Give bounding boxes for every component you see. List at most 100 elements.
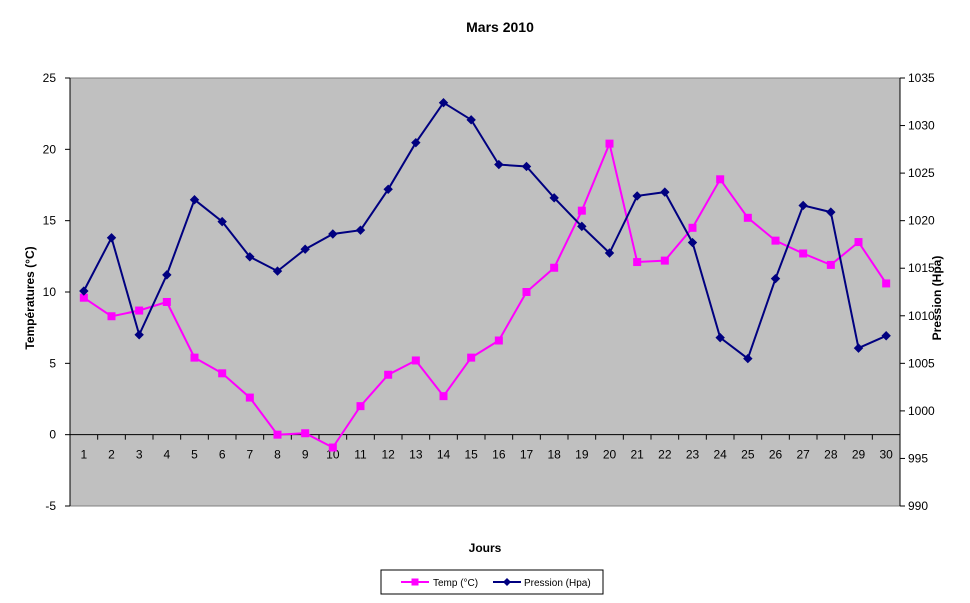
right-y-axis: 990 995 1000 1005 1010 1015 1020 1025 1030 1035 (899, 71, 935, 513)
x-tick-label: 23 (686, 448, 700, 462)
x-tick-label: 18 (547, 448, 561, 462)
temp-point (218, 369, 227, 378)
right-tick-label: 1010 (908, 309, 935, 323)
x-tick-label: 19 (575, 448, 589, 462)
x-tick-label: 4 (163, 448, 170, 462)
temp-point (494, 336, 503, 345)
x-tick-label: 30 (879, 448, 893, 462)
left-y-axis: -5 0 5 10 15 20 25 (43, 71, 71, 513)
pression-point (853, 343, 864, 353)
pression-point (189, 195, 200, 205)
pression-point (328, 229, 338, 239)
pression-point (881, 331, 891, 341)
series-line-pression (82, 101, 887, 361)
legend-marker-pression (503, 578, 511, 586)
x-tick-label: 29 (852, 448, 866, 462)
right-tick-label: 1015 (908, 261, 935, 275)
pression-point (217, 216, 227, 227)
left-tick-label: 0 (49, 428, 56, 442)
right-tick-label: 1030 (908, 119, 935, 133)
temp-point (854, 238, 863, 247)
temp-point (771, 236, 780, 245)
temp-point (882, 279, 891, 288)
pression-point (466, 115, 476, 125)
x-tick-label: 17 (520, 448, 534, 462)
pression-point (577, 221, 587, 232)
left-tick-label: 20 (43, 142, 57, 156)
x-tick-label: 21 (630, 448, 644, 462)
temp-point (135, 306, 144, 315)
x-tick-label: 2 (108, 448, 115, 462)
pression-point (660, 187, 670, 197)
x-tick-label: 15 (464, 448, 478, 462)
pression-point (411, 137, 421, 148)
temp-point (107, 312, 116, 321)
pression-point (604, 248, 615, 258)
temp-point (577, 206, 586, 215)
pression-point (245, 252, 255, 262)
pression-point (632, 191, 642, 201)
chart-title: Mars 2010 (466, 19, 534, 35)
right-tick-label: 1025 (908, 166, 935, 180)
x-tick-label: 27 (796, 448, 810, 462)
x-tick-label: 8 (274, 448, 281, 462)
pression-point (438, 98, 449, 108)
right-axis-title: Pression (Hpa) (930, 256, 944, 341)
x-axis: 1 2 3 4 5 6 7 8 9 10 11 12 13 14 15 16 17 18 19 20 21 22 23 24 2… (69, 434, 901, 462)
temp-point (273, 430, 282, 439)
x-tick-label: 26 (769, 448, 783, 462)
pression-point (134, 330, 144, 340)
temp-point (660, 256, 669, 265)
temp-point (411, 356, 420, 365)
x-tick-label: 16 (492, 448, 506, 462)
temp-point (467, 353, 476, 362)
series-line-temp (83, 140, 888, 449)
temp-point (633, 258, 642, 267)
legend: Temp (°C) Pression (Hpa) (380, 569, 604, 595)
x-tick-label: 25 (741, 448, 755, 462)
x-axis-title: Jours (469, 541, 502, 555)
temp-point (550, 263, 559, 272)
left-tick-label: 5 (49, 356, 56, 370)
pression-point (549, 193, 559, 203)
right-tick-label: 1000 (908, 404, 935, 418)
temp-point (190, 353, 199, 362)
pression-point (743, 353, 753, 364)
temp-point (826, 260, 835, 269)
x-tick-label: 11 (354, 448, 367, 462)
x-tick-label: 24 (713, 448, 727, 462)
temp-point (301, 429, 310, 438)
temp-point (522, 288, 531, 296)
pression-point (826, 207, 836, 217)
right-tick-label: 990 (908, 499, 928, 513)
pression-point (355, 225, 366, 235)
pression-point (494, 159, 504, 170)
series-layer (79, 98, 891, 452)
x-tick-label: 12 (381, 448, 395, 462)
temp-point (743, 213, 752, 222)
pression-point (106, 233, 117, 243)
pression-point (79, 286, 89, 296)
left-axis-title: Températures (°C) (23, 246, 37, 349)
x-tick-label: 9 (302, 448, 309, 462)
pression-point (715, 332, 725, 343)
right-tick-label: 1035 (908, 71, 935, 85)
right-tick-label: 1020 (908, 214, 935, 228)
temp-point (162, 297, 171, 306)
left-tick-label: -5 (45, 499, 56, 513)
x-tick-label: 5 (191, 448, 198, 462)
left-tick-label: 15 (43, 214, 57, 228)
temp-point (688, 223, 697, 232)
x-tick-label: 3 (136, 448, 143, 462)
temp-point (245, 393, 254, 402)
right-tick-label: 995 (908, 451, 928, 465)
legend-label-temp: Temp (°C) (433, 578, 478, 589)
pression-point (521, 161, 532, 172)
x-tick-label: 14 (437, 448, 451, 462)
left-tick-label: 25 (43, 71, 57, 85)
pression-point (798, 200, 808, 211)
temp-point (356, 402, 365, 411)
left-tick-label: 10 (43, 285, 57, 299)
legend-label-pression: Pression (Hpa) (524, 578, 591, 589)
